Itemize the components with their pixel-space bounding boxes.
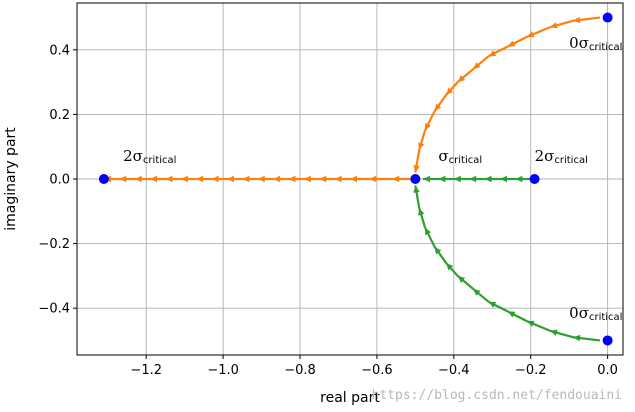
arrow-head bbox=[134, 175, 142, 183]
y-tick-label: −0.4 bbox=[38, 302, 70, 317]
arrow-head bbox=[434, 103, 442, 112]
arrow-head bbox=[423, 175, 431, 183]
annotation-subscript: critical bbox=[143, 155, 177, 166]
arrow-head bbox=[369, 175, 377, 183]
annotation-prefix: 2σ bbox=[123, 147, 143, 165]
annotation-prefix: 0σ bbox=[569, 304, 589, 322]
critical-annotation: 2σcritical bbox=[535, 147, 588, 166]
y-tick-label: 0.2 bbox=[49, 108, 70, 123]
annotation-prefix: σ bbox=[438, 147, 448, 165]
arrow-head bbox=[257, 175, 265, 183]
critical-annotation: 0σcritical bbox=[569, 304, 622, 323]
arrow-head bbox=[457, 75, 466, 83]
arrow-head bbox=[303, 175, 311, 183]
series-0 bbox=[103, 16, 601, 183]
arrow-head bbox=[526, 320, 535, 327]
arrow-head bbox=[507, 40, 516, 47]
pole-points bbox=[98, 12, 613, 346]
arrow-head bbox=[473, 288, 481, 296]
annotation-subscript: critical bbox=[589, 312, 623, 323]
annotation-subscript: critical bbox=[449, 155, 483, 166]
arrow-head bbox=[453, 175, 461, 183]
critical-annotation: 0σcritical bbox=[569, 34, 622, 53]
y-axis-ticks: −0.4 −0.2 0.0 0.2 0.4 bbox=[38, 43, 77, 317]
critical-annotation: σcritical bbox=[438, 147, 482, 166]
arrow-head bbox=[424, 227, 431, 236]
arrow-head bbox=[211, 175, 219, 183]
arrow-head bbox=[413, 165, 420, 173]
y-tick-label: −0.2 bbox=[38, 237, 70, 252]
arrow-head bbox=[446, 87, 454, 96]
x-tick-label: −0.6 bbox=[361, 363, 393, 378]
arrow-head bbox=[319, 175, 327, 183]
arrow-head bbox=[549, 329, 558, 336]
arrow-head bbox=[515, 175, 523, 183]
critical-annotation: 2σcritical bbox=[123, 147, 176, 166]
x-axis-ticks: −1.2 −1.0 −0.8 −0.6 −0.4 −0.2 0.0 bbox=[130, 355, 618, 378]
arrow-head bbox=[499, 175, 507, 183]
arrow-head bbox=[488, 50, 497, 57]
arrow-head bbox=[150, 175, 158, 183]
arrow-head bbox=[350, 175, 357, 183]
arrow-head bbox=[469, 175, 477, 183]
y-tick-label: 0.4 bbox=[49, 43, 70, 58]
arrow-head bbox=[418, 142, 425, 150]
arrow-head bbox=[434, 246, 442, 255]
arrow-head bbox=[119, 175, 127, 183]
pole-point bbox=[602, 335, 613, 346]
arrow-head bbox=[549, 22, 558, 29]
arrow-head bbox=[165, 175, 173, 183]
x-tick-label: −0.8 bbox=[284, 363, 316, 378]
arrow-head bbox=[573, 334, 581, 342]
arrow-head bbox=[226, 175, 234, 183]
x-tick-label: −1.2 bbox=[130, 363, 162, 378]
x-tick-label: −0.4 bbox=[438, 363, 470, 378]
pole-point bbox=[98, 174, 109, 184]
y-tick-label: 0.0 bbox=[49, 173, 70, 188]
arrow-head bbox=[446, 262, 454, 271]
arrow-head bbox=[334, 175, 342, 183]
arrow-head bbox=[392, 175, 400, 183]
arrow-head bbox=[473, 62, 481, 70]
arrow-head bbox=[242, 175, 250, 183]
x-tick-label: −1.0 bbox=[207, 363, 239, 378]
arrow-head bbox=[457, 275, 466, 283]
annotation-prefix: 2σ bbox=[535, 147, 555, 165]
pole-point bbox=[410, 174, 421, 184]
annotation-subscript: critical bbox=[554, 155, 588, 166]
arrow-head bbox=[488, 301, 497, 308]
pole-point bbox=[602, 12, 613, 23]
x-axis-label: real part bbox=[320, 390, 380, 406]
arrow-head bbox=[418, 208, 425, 216]
arrow-head bbox=[413, 185, 420, 193]
arrow-head bbox=[507, 311, 516, 318]
y-axis-label: imaginary part bbox=[3, 127, 19, 231]
annotation-prefix: 0σ bbox=[569, 34, 589, 52]
arrow-head bbox=[438, 175, 446, 183]
arrow-head bbox=[526, 31, 535, 38]
arrow-head bbox=[573, 16, 581, 24]
x-tick-label: 0.0 bbox=[597, 363, 618, 378]
pole-point bbox=[529, 174, 540, 184]
series-1 bbox=[413, 175, 601, 342]
annotation-subscript: critical bbox=[589, 42, 623, 53]
series bbox=[103, 16, 601, 342]
arrow-head bbox=[273, 175, 281, 183]
watermark: https://blog.csdn.net/fendouaini bbox=[372, 388, 622, 403]
x-tick-label: −0.2 bbox=[515, 363, 547, 378]
arrow-head bbox=[484, 175, 492, 183]
arrow-head bbox=[180, 175, 188, 183]
arrow-head bbox=[196, 175, 204, 183]
arrow-head bbox=[424, 122, 431, 131]
arrow-head bbox=[288, 175, 296, 183]
